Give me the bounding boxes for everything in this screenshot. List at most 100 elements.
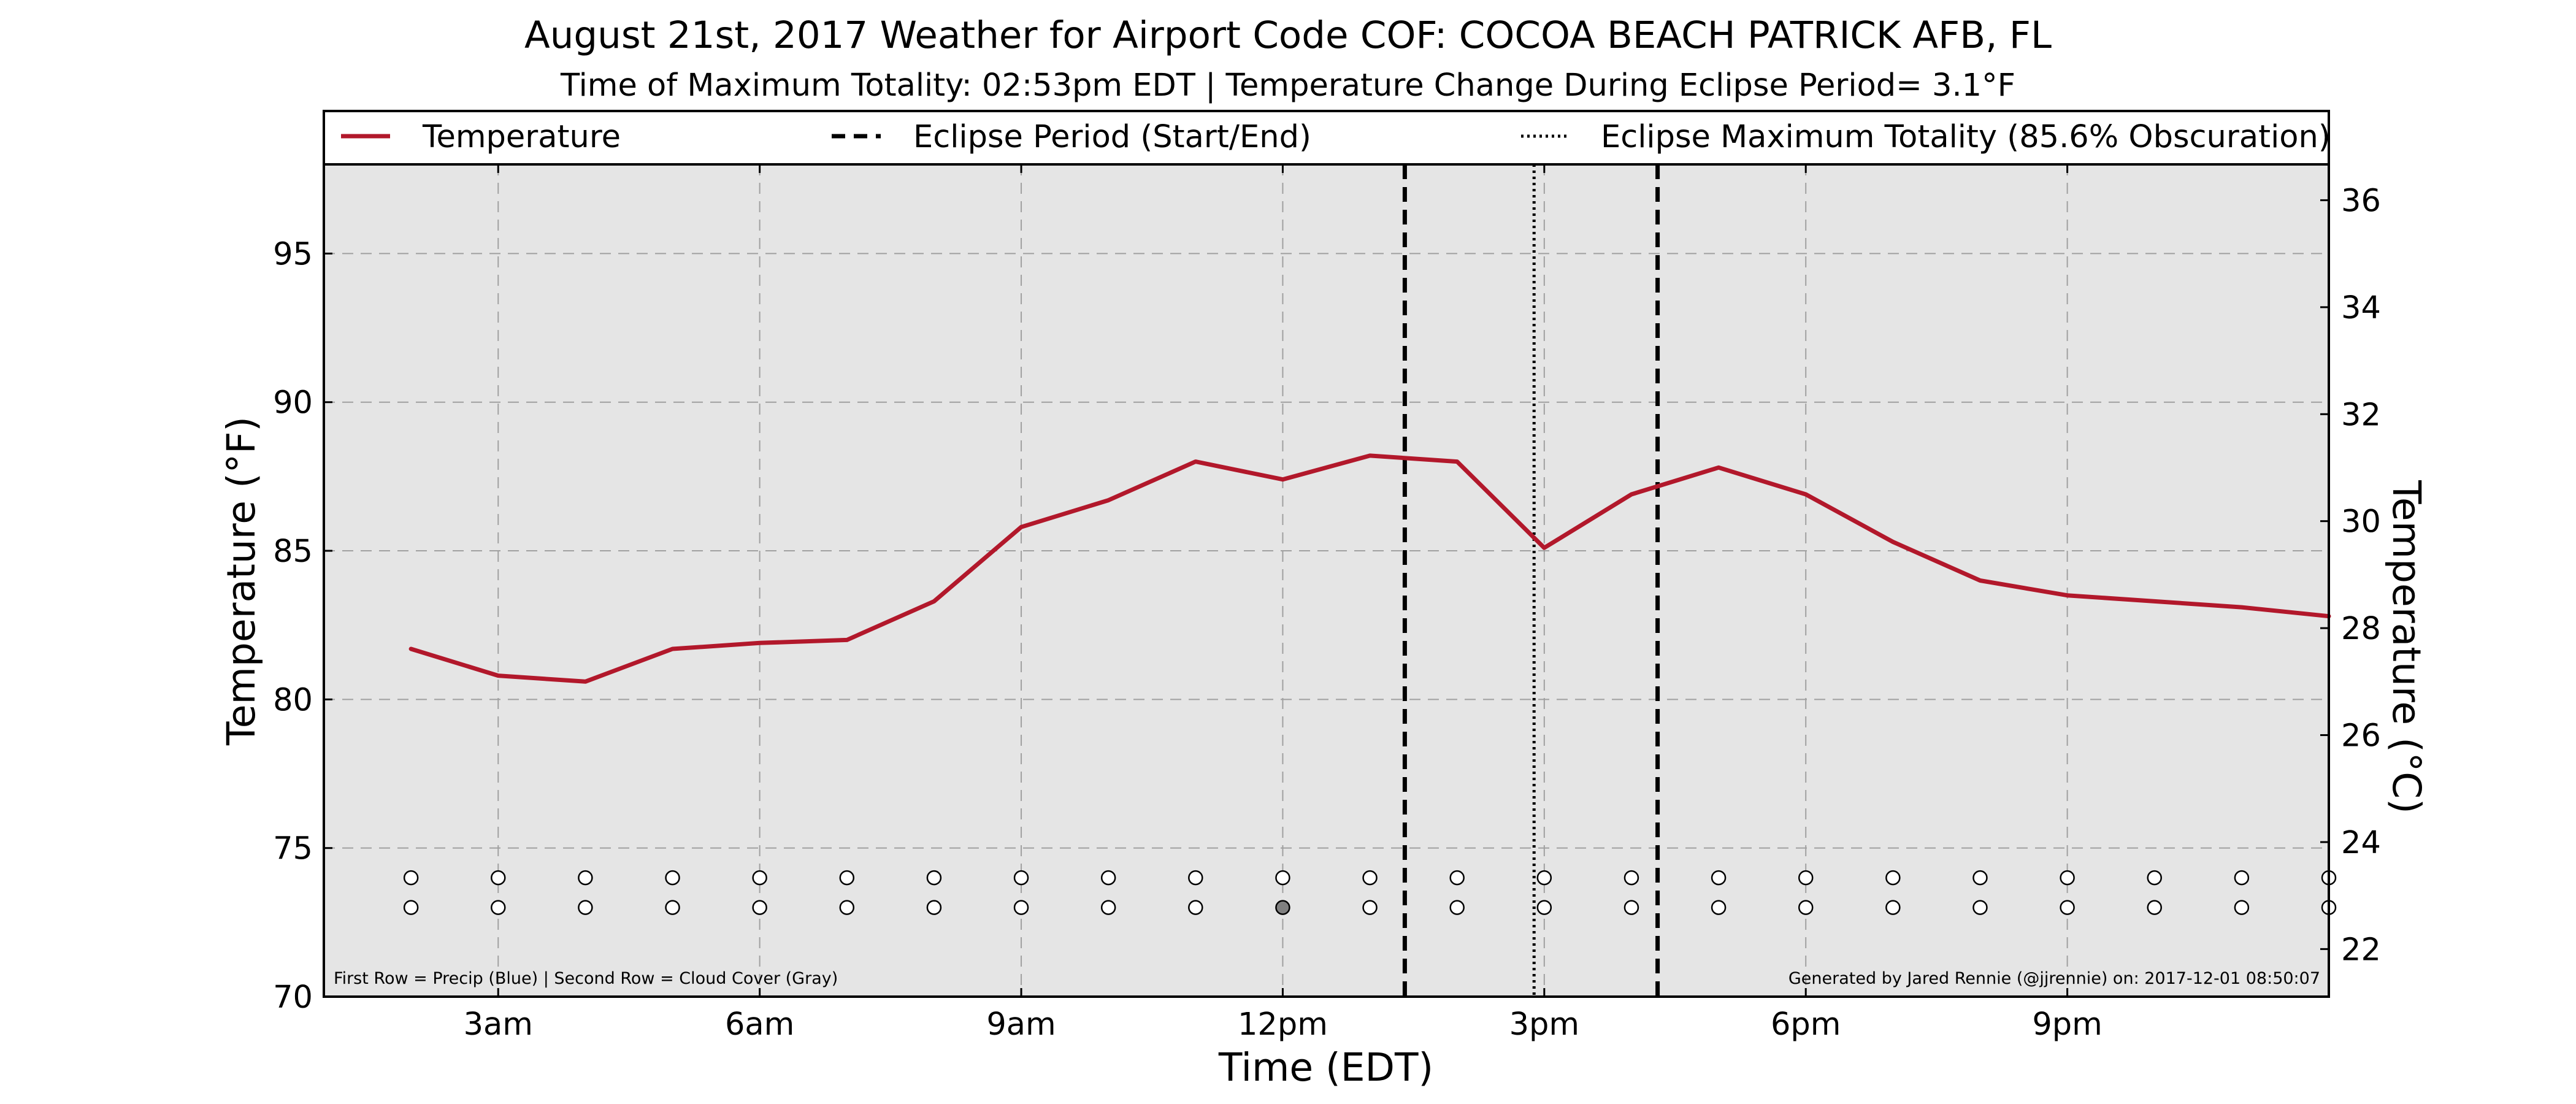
x-axis-label: Time (EDT) — [1218, 1045, 1433, 1090]
footnote-right: Generated by Jared Rennie (@jjrennie) on… — [1788, 969, 2320, 988]
cloud-cover-marker — [1188, 900, 1203, 915]
cloud-cover-marker — [1798, 900, 1814, 915]
precip-marker — [1100, 870, 1116, 886]
precip-marker — [1449, 870, 1465, 886]
x-tick-label: 6pm — [1771, 1006, 1841, 1043]
cloud-cover-marker — [403, 900, 419, 915]
y-tick-label: 85 — [273, 534, 313, 570]
cloud-cover-marker — [1972, 900, 1988, 915]
temperature-point — [409, 646, 413, 651]
precip-marker — [1623, 870, 1639, 886]
y-tick-label: 70 — [273, 979, 313, 1016]
chart-subtitle: Time of Maximum Totality: 02:53pm EDT | … — [560, 67, 2015, 104]
y-tick-label: 90 — [273, 385, 313, 421]
temperature-point — [583, 680, 588, 684]
y-right-tick-label: 30 — [2341, 504, 2381, 540]
x-tick-label: 6am — [725, 1006, 794, 1043]
precip-marker — [839, 870, 855, 886]
cloud-cover-marker — [1100, 900, 1116, 915]
x-tick-label: 9pm — [2032, 1006, 2103, 1043]
x-tick-label: 3am — [464, 1006, 533, 1043]
temperature-point — [1542, 546, 1546, 550]
y-right-tick-label: 36 — [2341, 183, 2381, 219]
cloud-cover-marker — [752, 900, 767, 915]
temperature-point — [757, 641, 762, 645]
cloud-cover-marker — [926, 900, 942, 915]
precip-marker — [1013, 870, 1029, 886]
temperature-point — [845, 638, 849, 642]
cloud-cover-marker — [491, 900, 506, 915]
y-axis-ticks: 70 75 80 85 90 95 — [273, 236, 332, 1016]
eclipse-lines — [1402, 164, 1660, 997]
series-layer — [408, 453, 2331, 684]
cloud-cover-marker — [665, 900, 680, 915]
cloud-cover-marker — [839, 900, 855, 915]
temperature-point — [1804, 492, 1808, 496]
precip-marker — [403, 870, 419, 886]
cloud-cover-marker — [2234, 900, 2250, 915]
legend-box — [323, 110, 2330, 166]
temperature-point — [1891, 540, 1895, 544]
cloud-cover-marker — [578, 900, 593, 915]
y-tick-label: 80 — [273, 682, 313, 718]
precip-marker — [752, 870, 767, 886]
y-right-tick-label: 28 — [2341, 611, 2381, 647]
y-right-tick-label: 22 — [2341, 932, 2381, 968]
precip-marker — [1972, 870, 1988, 886]
precip-marker — [578, 870, 593, 886]
legend-label-temperature: Temperature — [422, 119, 621, 155]
x-tick-label: 12pm — [1238, 1006, 1328, 1043]
y-axis-right-ticks: 22 24 26 28 30 32 34 36 — [2320, 183, 2381, 968]
precip-marker — [2060, 870, 2075, 886]
temperature-point — [1194, 459, 1198, 464]
cloud-cover-marker — [1362, 900, 1378, 915]
precip-marker — [1362, 870, 1378, 886]
y-axis-label: Temperature (°F) — [219, 416, 264, 746]
temperature-point — [1019, 525, 1024, 529]
temperature-point — [670, 646, 675, 651]
chart-title: August 21st, 2017 Weather for Airport Co… — [524, 13, 2052, 57]
legend: Temperature Eclipse Period (Start/End) E… — [323, 110, 2331, 166]
precip-marker — [1188, 870, 1203, 886]
y-right-tick-label: 26 — [2341, 718, 2381, 754]
precip-marker — [491, 870, 506, 886]
cloud-cover-marker — [1013, 900, 1029, 915]
x-tick-label: 9am — [986, 1006, 1056, 1043]
precip-marker — [926, 870, 942, 886]
cloud-cover-marker — [2147, 900, 2162, 915]
temperature-point — [1629, 492, 1633, 496]
cloud-cover-marker — [1275, 900, 1290, 915]
cloud-cover-marker — [2060, 900, 2075, 915]
y-right-tick-label: 34 — [2341, 290, 2381, 326]
footnote-left: First Row = Precip (Blue) | Second Row =… — [334, 969, 838, 988]
legend-label-eclipse-max: Eclipse Maximum Totality (85.6% Obscurat… — [1601, 119, 2331, 155]
temperature-point — [2065, 593, 2069, 597]
precip-marker — [2234, 870, 2250, 886]
grid — [324, 164, 2329, 997]
y-tick-label: 75 — [273, 831, 313, 867]
x-tick-label: 3pm — [1509, 1006, 1580, 1043]
y-tick-label: 95 — [273, 236, 313, 272]
precip-marker — [1885, 870, 1901, 886]
temperature-point — [932, 599, 936, 604]
cloud-cover-marker — [1885, 900, 1901, 915]
y-right-tick-label: 24 — [2341, 825, 2381, 861]
temperature-point — [2239, 605, 2244, 610]
temperature-point — [1978, 578, 1982, 583]
precip-marker — [1798, 870, 1814, 886]
precip-marker — [1275, 870, 1290, 886]
temperature-point — [2152, 599, 2156, 604]
y-axis-right-label: Temperature (°C) — [2384, 480, 2429, 814]
temperature-point — [496, 673, 500, 678]
cloud-cover-marker — [1536, 900, 1552, 915]
cloud-cover-marker — [1623, 900, 1639, 915]
y-right-tick-label: 32 — [2341, 397, 2381, 433]
temperature-point — [1455, 459, 1459, 464]
x-axis-ticks: 3am 6am 9am 12pm 3pm 6pm 9pm — [464, 164, 2103, 1043]
temperature-point — [1717, 466, 1721, 470]
cloud-cover-marker — [1711, 900, 1727, 915]
temperature-point — [1368, 453, 1372, 458]
cloud-cover-marker — [1449, 900, 1465, 915]
temperature-point — [1281, 477, 1285, 481]
